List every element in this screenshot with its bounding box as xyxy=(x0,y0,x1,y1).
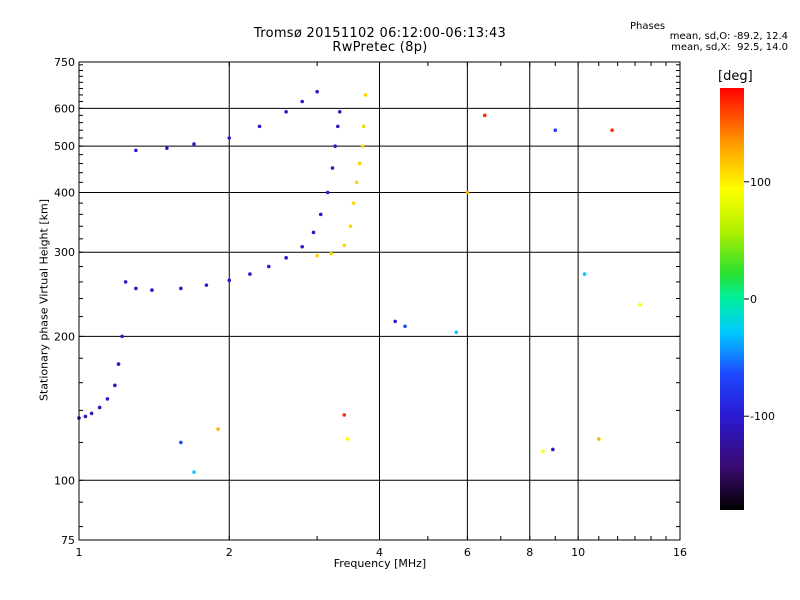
x-tick-label: 10 xyxy=(571,546,585,559)
x-tick-label: 1 xyxy=(76,546,83,559)
phase-stats-header: Phases xyxy=(630,21,666,32)
data-point xyxy=(465,190,470,195)
data-point xyxy=(257,124,262,129)
data-point xyxy=(179,286,183,291)
colorbar-tick-label: -100 xyxy=(750,410,775,423)
data-point xyxy=(454,330,459,335)
data-point xyxy=(393,319,397,324)
y-tick-label: 400 xyxy=(54,186,75,199)
axis-ticks: 1 2 4 6 8 10 16 75 100 200 300 400 500 600 750 xyxy=(54,56,687,559)
data-point xyxy=(582,272,587,276)
data-point xyxy=(123,280,128,284)
data-point xyxy=(150,288,154,292)
x-tick-label: 6 xyxy=(464,546,471,559)
data-point xyxy=(284,256,288,260)
data-point xyxy=(541,449,545,454)
data-point xyxy=(300,244,304,249)
data-point xyxy=(315,89,319,94)
y-axis-label: Stationary phase Virtual Height [km] xyxy=(37,198,51,402)
data-point xyxy=(345,437,350,441)
data-point xyxy=(342,243,347,248)
data-point xyxy=(284,110,288,114)
phase-stats-x-mode: mean, sd,X: 92.5, 14.0 xyxy=(671,42,788,53)
data-point xyxy=(120,334,124,339)
colorbar-ticks: 100 0 -100 xyxy=(744,176,775,423)
data-point xyxy=(83,414,88,419)
data-point xyxy=(315,253,319,258)
colorbar-tick-label: 0 xyxy=(750,293,757,306)
data-points xyxy=(77,89,642,474)
y-tick-label: 100 xyxy=(54,474,75,487)
data-point xyxy=(192,470,196,474)
data-point xyxy=(610,128,614,132)
data-point xyxy=(638,302,642,307)
data-point xyxy=(165,146,169,151)
data-point xyxy=(482,113,487,118)
data-point xyxy=(403,324,407,329)
data-point xyxy=(227,278,232,283)
data-point xyxy=(116,362,121,366)
grid-lines xyxy=(79,62,680,540)
data-point xyxy=(318,212,323,217)
data-point xyxy=(357,161,362,166)
data-point xyxy=(351,201,356,205)
data-point xyxy=(105,397,110,401)
data-point xyxy=(179,440,183,445)
data-point xyxy=(97,405,102,410)
data-point xyxy=(363,93,368,97)
data-point xyxy=(89,411,94,416)
y-tick-label: 600 xyxy=(54,102,75,115)
data-point xyxy=(113,383,117,388)
y-tick-label: 300 xyxy=(54,246,75,259)
data-point xyxy=(551,447,555,452)
data-point xyxy=(354,180,359,185)
y-tick-label: 200 xyxy=(54,330,75,343)
data-point xyxy=(342,413,347,417)
data-point xyxy=(553,128,558,132)
x-tick-label: 8 xyxy=(526,546,533,559)
data-point xyxy=(348,224,353,229)
x-axis-label: Frequency [MHz] xyxy=(333,557,427,570)
colorbar xyxy=(720,88,744,510)
data-point xyxy=(325,190,330,195)
colorbar-label: [deg] xyxy=(718,69,753,84)
data-point xyxy=(227,136,232,140)
data-point xyxy=(216,427,220,431)
data-point xyxy=(361,124,366,129)
data-point xyxy=(204,283,209,287)
data-point xyxy=(360,144,365,148)
x-tick-label: 2 xyxy=(226,546,233,559)
phase-stats-o-mode: mean, sd,O: -89.2, 12.4 xyxy=(669,31,788,42)
data-point xyxy=(300,99,304,104)
chart-title: Tromsø 20151102 06:12:00-06:13:43 xyxy=(253,26,507,41)
data-point xyxy=(336,124,340,129)
data-point xyxy=(192,142,196,146)
data-point xyxy=(266,264,271,269)
x-tick-label: 4 xyxy=(376,546,383,559)
y-tick-label: 500 xyxy=(54,140,75,153)
data-point xyxy=(337,110,342,114)
data-point xyxy=(248,272,252,276)
data-point xyxy=(596,437,601,441)
data-point xyxy=(311,230,316,235)
data-point xyxy=(330,166,335,170)
data-point xyxy=(134,286,138,291)
data-point xyxy=(329,251,333,256)
data-point xyxy=(333,144,337,148)
x-tick-label: 16 xyxy=(673,546,687,559)
colorbar-tick-label: 100 xyxy=(750,176,771,189)
y-tick-label: 75 xyxy=(61,534,75,547)
y-tick-label: 750 xyxy=(54,56,75,69)
data-point xyxy=(134,148,138,153)
chart-subtitle: RwPretec (8p) xyxy=(332,40,428,55)
